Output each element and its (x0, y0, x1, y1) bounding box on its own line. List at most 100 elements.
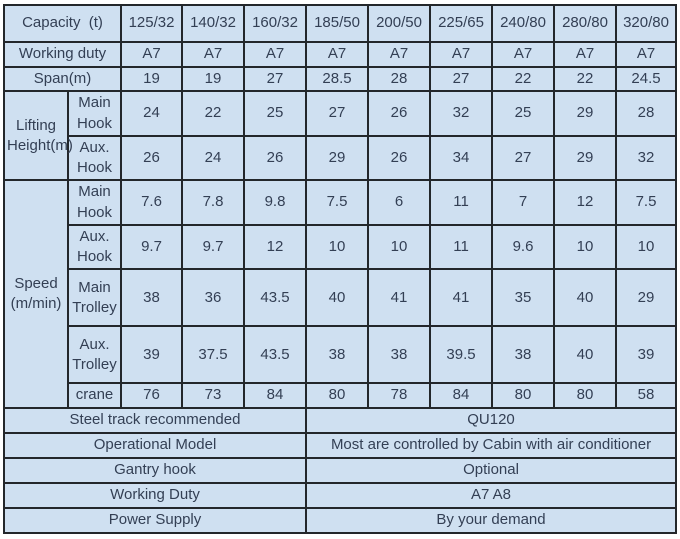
power-supply-row: Power Supply By your demand (2, 506, 678, 534)
working-duty-cell: A7 (367, 41, 432, 68)
span-cell: 19 (120, 65, 184, 93)
lifting-main-hook-cell: 32 (429, 90, 494, 137)
speed-main-trolley-cell: 40 (553, 268, 618, 328)
capacity-cell: 125/32 (120, 4, 184, 43)
speed-main-hook-cell: 7 (491, 179, 556, 226)
working-duty-footer-row: Working Duty A7 A8 (2, 481, 678, 509)
working-duty-cell: A7 (491, 41, 556, 68)
capacity-cell: 240/80 (491, 4, 556, 43)
working-duty-row-label: Working duty (2, 41, 123, 68)
speed-aux-trolley-cell: 38 (367, 325, 432, 385)
speed-crane-cell: 80 (553, 382, 618, 409)
speed-aux-hook-cell: 10 (367, 223, 432, 271)
speed-aux-trolley-cell: 37.5 (181, 325, 246, 385)
span-row-label: Span(m) (2, 65, 123, 93)
speed-aux-hook-cell: 10 (553, 223, 618, 271)
speed-crane-cell: 84 (429, 382, 494, 409)
span-cell: 28.5 (305, 65, 370, 93)
working-duty-cell: A7 (181, 41, 246, 68)
span-cell: 22 (553, 65, 618, 93)
lifting-main-hook-cell: 25 (243, 90, 308, 137)
gantry-hook-label: Gantry hook (2, 456, 308, 484)
steel-track-row: Steel track recommended QU120 (2, 406, 678, 434)
speed-aux-hook-row: Aux. Hook 9.7 9.7 12 10 10 11 9.6 10 10 (4, 223, 678, 271)
speed-crane-cell: 84 (243, 382, 308, 409)
operational-model-row: Operational Model Most are controlled by… (2, 431, 678, 459)
power-supply-label: Power Supply (2, 506, 308, 534)
speed-main-trolley-row: Main Trolley 38 36 43.5 40 41 41 35 40 2… (4, 268, 678, 328)
speed-main-hook-cell: 6 (367, 179, 432, 226)
speed-main-hook-cell: 7.8 (181, 179, 246, 226)
speed-aux-trolley-cell: 38 (305, 325, 370, 385)
capacity-cell: 160/32 (243, 4, 308, 43)
capacity-cell: 280/80 (553, 4, 618, 43)
lifting-aux-hook-cell: 34 (429, 134, 494, 182)
span-cell: 27 (243, 65, 308, 93)
span-cell: 27 (429, 65, 494, 93)
speed-aux-hook-cell: 10 (615, 223, 678, 271)
speed-main-hook-cell: 12 (553, 179, 618, 226)
span-cell: 22 (491, 65, 556, 93)
lifting-aux-hook-cell: 27 (491, 134, 556, 182)
span-cell: 28 (367, 65, 432, 93)
lifting-main-hook-cell: 24 (120, 90, 184, 137)
speed-crane-cell: 78 (367, 382, 432, 409)
working-duty-cell: A7 (305, 41, 370, 68)
speed-aux-hook-cell: 9.7 (120, 223, 184, 271)
gantry-hook-row: Gantry hook Optional (2, 456, 678, 484)
lifting-main-hook-label: Main Hook (66, 90, 123, 137)
speed-group-label: Speed (m/min) (3, 179, 69, 409)
speed-aux-hook-cell: 12 (243, 223, 308, 271)
capacity-cell: 225/65 (429, 4, 494, 43)
lifting-main-hook-cell: 29 (553, 90, 618, 137)
lifting-aux-hook-row: Aux. Hook 26 24 26 29 26 34 27 29 32 (4, 134, 678, 182)
capacity-row: Capacity (t) 125/32 140/32 160/32 185/50… (2, 4, 678, 43)
steel-track-label: Steel track recommended (2, 406, 308, 434)
lifting-aux-hook-cell: 29 (305, 134, 370, 182)
span-row: Span(m) 19 19 27 28.5 28 27 22 22 24.5 (2, 65, 678, 93)
speed-main-hook-cell: 7.5 (305, 179, 370, 226)
speed-main-trolley-cell: 41 (367, 268, 432, 328)
speed-crane-cell: 73 (181, 382, 246, 409)
speed-main-trolley-label: Main Trolley (66, 268, 123, 328)
speed-aux-trolley-cell: 39.5 (429, 325, 494, 385)
lifting-main-hook-cell: 25 (491, 90, 556, 137)
lifting-main-hook-cell: 28 (615, 90, 678, 137)
crane-specification-table: Capacity (t) 125/32 140/32 160/32 185/50… (2, 4, 678, 534)
span-cell: 19 (181, 65, 246, 93)
speed-aux-trolley-cell: 39 (120, 325, 184, 385)
capacity-cell: 185/50 (305, 4, 370, 43)
speed-aux-hook-cell: 11 (429, 223, 494, 271)
working-duty-footer-label: Working Duty (2, 481, 308, 509)
lifting-aux-hook-cell: 26 (243, 134, 308, 182)
capacity-cell: 140/32 (181, 4, 246, 43)
lifting-aux-hook-cell: 24 (181, 134, 246, 182)
speed-main-trolley-cell: 36 (181, 268, 246, 328)
speed-main-hook-cell: 9.8 (243, 179, 308, 226)
working-duty-cell: A7 (429, 41, 494, 68)
speed-main-trolley-cell: 38 (120, 268, 184, 328)
speed-main-trolley-cell: 43.5 (243, 268, 308, 328)
lifting-main-hook-cell: 26 (367, 90, 432, 137)
speed-aux-hook-cell: 10 (305, 223, 370, 271)
operational-model-value: Most are controlled by Cabin with air co… (305, 431, 678, 459)
speed-crane-cell: 80 (491, 382, 556, 409)
capacity-cell: 320/80 (615, 4, 678, 43)
speed-aux-trolley-row: Aux. Trolley 39 37.5 43.5 38 38 39.5 38 … (4, 325, 678, 385)
lifting-aux-hook-cell: 26 (367, 134, 432, 182)
lifting-main-hook-cell: 22 (181, 90, 246, 137)
speed-crane-cell: 76 (120, 382, 184, 409)
lifting-aux-hook-label: Aux. Hook (66, 134, 123, 182)
speed-aux-hook-cell: 9.6 (491, 223, 556, 271)
speed-main-trolley-cell: 35 (491, 268, 556, 328)
capacity-row-label: Capacity (t) (2, 4, 123, 43)
speed-main-hook-row: Speed (m/min) Main Hook 7.6 7.8 9.8 7.5 … (3, 179, 678, 409)
speed-crane-label: crane (66, 382, 123, 409)
speed-crane-cell: 58 (615, 382, 678, 409)
speed-main-hook-cell: 11 (429, 179, 494, 226)
speed-main-hook-label: Main Hook (66, 179, 123, 226)
working-duty-cell: A7 (553, 41, 618, 68)
lifting-main-hook-row: Lifting Height(m) Main Hook 24 22 25 27 … (3, 90, 678, 182)
speed-aux-hook-cell: 9.7 (181, 223, 246, 271)
